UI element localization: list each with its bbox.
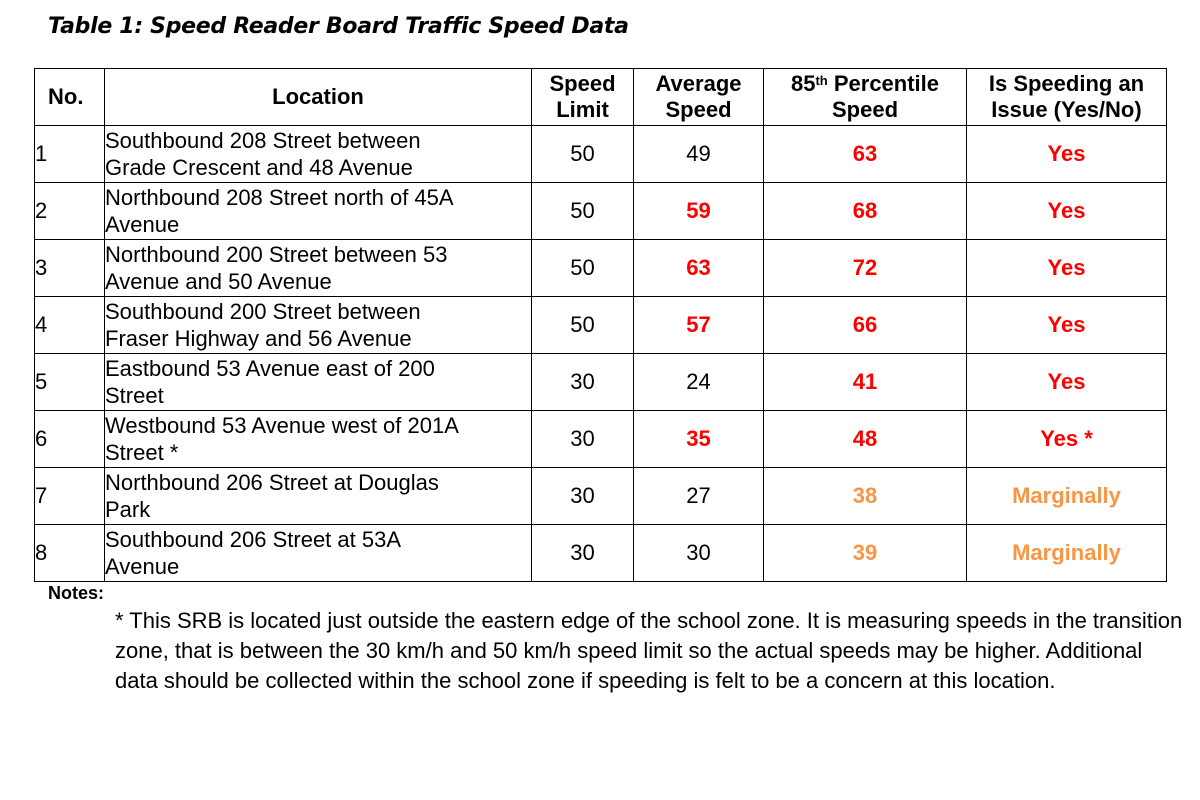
table-row: 8 Southbound 206 Street at 53A Avenue 30 … bbox=[34, 524, 1167, 582]
table-row: 1 Southbound 208 Street between Grade Cre… bbox=[34, 125, 1167, 183]
cell-location: Southbound 206 Street at 53A Avenue bbox=[104, 524, 532, 582]
cell-speeding-issue: Yes bbox=[966, 296, 1167, 354]
cell-85th-percentile: 63 bbox=[763, 125, 967, 183]
table-row: 7 Northbound 206 Street at Douglas Park 3… bbox=[34, 467, 1167, 525]
cell-speed-limit: 30 bbox=[531, 353, 634, 411]
cell-location: Southbound 200 Street between Fraser High… bbox=[104, 296, 532, 354]
table-caption: Table 1: Speed Reader Board Traffic Spee… bbox=[48, 14, 629, 39]
cell-85th-percentile: 41 bbox=[763, 353, 967, 411]
cell-location: Northbound 206 Street at Douglas Park bbox=[104, 467, 532, 525]
notes-label: Notes: bbox=[48, 583, 105, 603]
cell-no: 6 bbox=[34, 410, 105, 468]
cell-speeding-issue: Yes bbox=[966, 125, 1167, 183]
header-speeding-issue: Is Speeding an Issue (Yes/No) bbox=[966, 68, 1167, 126]
cell-no: 8 bbox=[34, 524, 105, 582]
header-average-speed: Average Speed bbox=[633, 68, 764, 126]
cell-no: 2 bbox=[34, 182, 105, 240]
cell-average-speed: 35 bbox=[633, 410, 764, 468]
cell-no: 1 bbox=[34, 125, 105, 183]
cell-speed-limit: 30 bbox=[531, 467, 634, 525]
cell-average-speed: 27 bbox=[633, 467, 764, 525]
cell-85th-percentile: 68 bbox=[763, 182, 967, 240]
cell-85th-percentile: 48 bbox=[763, 410, 967, 468]
table-row: 3 Northbound 200 Street between 53 Avenue… bbox=[34, 239, 1167, 297]
cell-85th-percentile: 66 bbox=[763, 296, 967, 354]
cell-85th-percentile: 72 bbox=[763, 239, 967, 297]
table-row: 6 Westbound 53 Avenue west of 201A Street… bbox=[34, 410, 1167, 468]
cell-average-speed: 30 bbox=[633, 524, 764, 582]
cell-speeding-issue: Yes * bbox=[966, 410, 1167, 468]
cell-average-speed: 59 bbox=[633, 182, 764, 240]
notes-text: * This SRB is located just outside the e… bbox=[115, 608, 1183, 693]
cell-speed-limit: 30 bbox=[531, 410, 634, 468]
cell-no: 7 bbox=[34, 467, 105, 525]
speed-data-table: No. Location Speed Limit Average Speed 85t… bbox=[34, 68, 1167, 582]
cell-average-speed: 63 bbox=[633, 239, 764, 297]
cell-speed-limit: 30 bbox=[531, 524, 634, 582]
table-row: 2 Northbound 208 Street north of 45A Aven… bbox=[34, 182, 1167, 240]
cell-speeding-issue: Yes bbox=[966, 239, 1167, 297]
cell-location: Southbound 208 Street between Grade Cresc… bbox=[104, 125, 532, 183]
cell-no: 3 bbox=[34, 239, 105, 297]
header-location: Location bbox=[104, 68, 532, 126]
cell-85th-percentile: 38 bbox=[763, 467, 967, 525]
table-row: 5 Eastbound 53 Avenue east of 200 Street … bbox=[34, 353, 1167, 411]
cell-speeding-issue: Yes bbox=[966, 182, 1167, 240]
table-row: 4 Southbound 200 Street between Fraser Hi… bbox=[34, 296, 1167, 354]
cell-speeding-issue: Marginally bbox=[966, 524, 1167, 582]
cell-location: Westbound 53 Avenue west of 201A Street * bbox=[104, 410, 532, 468]
table-header-row: No. Location Speed Limit Average Speed 85t… bbox=[34, 68, 1167, 126]
cell-speed-limit: 50 bbox=[531, 182, 634, 240]
cell-no: 4 bbox=[34, 296, 105, 354]
cell-no: 5 bbox=[34, 353, 105, 411]
cell-location: Northbound 208 Street north of 45A Avenue bbox=[104, 182, 532, 240]
header-speed-limit: Speed Limit bbox=[531, 68, 634, 126]
header-85th-percentile: 85th Percentile Speed bbox=[763, 68, 967, 126]
cell-average-speed: 24 bbox=[633, 353, 764, 411]
header-no: No. bbox=[34, 68, 105, 126]
cell-location: Eastbound 53 Avenue east of 200 Street bbox=[104, 353, 532, 411]
cell-speeding-issue: Yes bbox=[966, 353, 1167, 411]
cell-speeding-issue: Marginally bbox=[966, 467, 1167, 525]
cell-speed-limit: 50 bbox=[531, 125, 634, 183]
cell-speed-limit: 50 bbox=[531, 296, 634, 354]
cell-average-speed: 49 bbox=[633, 125, 764, 183]
cell-speed-limit: 50 bbox=[531, 239, 634, 297]
cell-85th-percentile: 39 bbox=[763, 524, 967, 582]
cell-location: Northbound 200 Street between 53 Avenue a… bbox=[104, 239, 532, 297]
cell-average-speed: 57 bbox=[633, 296, 764, 354]
